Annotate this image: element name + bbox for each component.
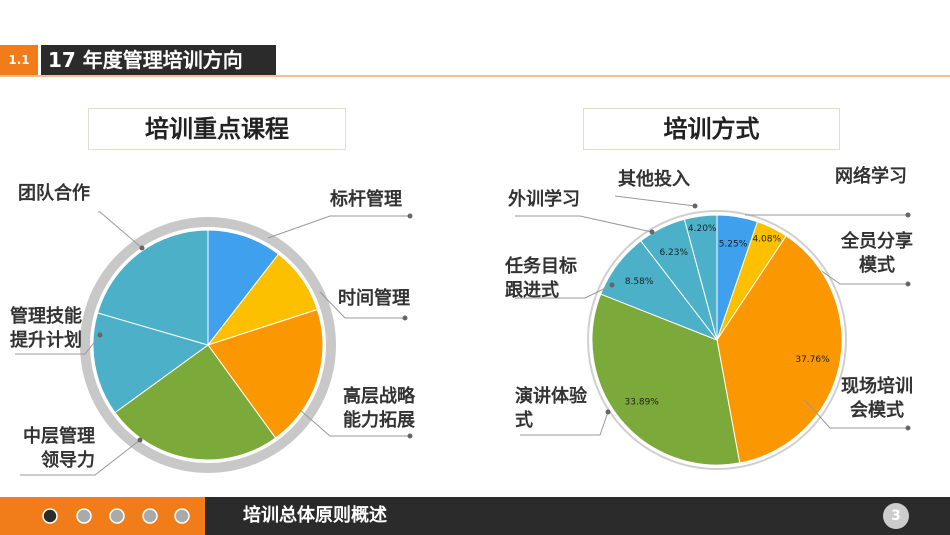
header-title: 17 年度管理培训方向 [48, 48, 243, 72]
category-label: 标杆管理 [330, 189, 402, 210]
leader-dot [402, 315, 408, 321]
value-label: 33.89% [625, 397, 660, 407]
category-label: 时间管理 [338, 288, 410, 309]
leader-line [267, 215, 410, 239]
section-box [0, 45, 38, 75]
leader-line [319, 291, 405, 319]
pie-ring [587, 210, 847, 470]
leader-dot [137, 437, 143, 443]
page-circle [883, 503, 909, 529]
leader-dot [692, 203, 698, 209]
category-label: 现场培训会模式 [841, 376, 913, 421]
dot[interactable] [174, 508, 190, 524]
category-label: 团队合作 [18, 183, 90, 204]
leader-line [804, 399, 908, 429]
leader-line [20, 439, 141, 476]
section: 1.1 [8, 53, 30, 67]
chart-title: 培训方式 [583, 108, 840, 150]
leader-dot [905, 281, 911, 287]
category-label: 中层管理领导力 [23, 426, 95, 471]
pie-slice [114, 344, 277, 461]
page-number: 3 [891, 508, 901, 524]
leader-dot [407, 433, 413, 439]
category-label: 其他投入 [618, 169, 690, 190]
pie-slice [591, 293, 741, 466]
category-label: 任务目标跟进式 [505, 256, 577, 301]
leader-dot [905, 212, 911, 218]
value-label: 8.58% [625, 277, 654, 287]
leader-line [98, 211, 143, 249]
dot[interactable] [109, 508, 125, 524]
leader-line [515, 284, 613, 299]
category-label: 管理技能提升计划 [10, 306, 82, 351]
leader-dot [139, 245, 145, 251]
pie-slice [96, 229, 209, 346]
category-label: 网络学习 [835, 166, 907, 187]
footer-title: 培训总体原则概述 [243, 505, 387, 526]
leader-line [299, 409, 410, 437]
leader-dot [605, 409, 611, 415]
leader-dot [609, 282, 615, 288]
value-label: 5.25% [719, 239, 748, 249]
title-box [41, 45, 276, 75]
leader-dot [649, 229, 655, 235]
leader-line [15, 334, 101, 355]
leader-line [515, 215, 653, 233]
chart-title: 培训重点课程 [88, 108, 346, 150]
category-label: 演讲体验式 [515, 386, 587, 431]
leader-dot [407, 213, 413, 219]
category-label: 高层战略能力拓展 [343, 386, 415, 431]
leader-line [614, 195, 696, 207]
category-label: 全员分享模式 [841, 231, 913, 276]
value-label: 4.08% [752, 235, 781, 245]
pie-slice [683, 214, 718, 341]
value-label: 6.23% [659, 248, 688, 258]
pie-slice [207, 308, 324, 439]
dot[interactable] [42, 508, 58, 524]
dot[interactable] [142, 508, 158, 524]
leader-line [520, 411, 609, 436]
category-label: 外训学习 [508, 189, 580, 210]
value-label: 4.20% [688, 224, 717, 234]
pie-slice [207, 229, 280, 347]
footer-bar [205, 497, 950, 535]
leader-dot [905, 425, 911, 431]
pie-slice [92, 312, 210, 414]
leader-dot [97, 332, 103, 338]
dot[interactable] [76, 508, 92, 524]
value-label: 37.76% [795, 355, 830, 365]
footer-left [0, 497, 205, 535]
